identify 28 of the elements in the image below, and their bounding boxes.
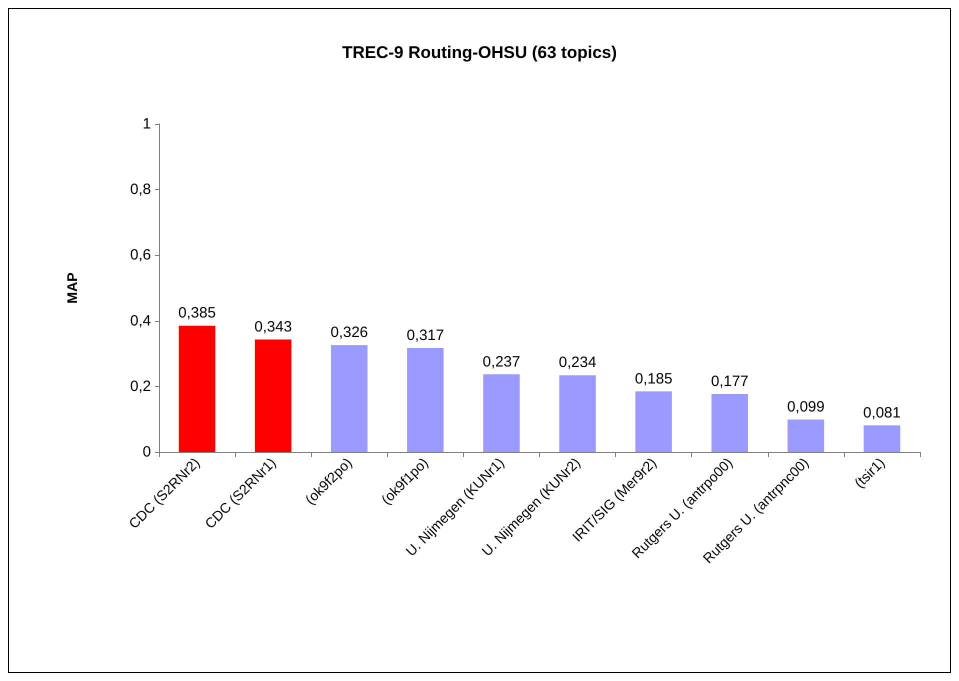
y-tick-label: 1	[142, 116, 151, 132]
bar	[483, 374, 520, 452]
data-label: 0,317	[406, 327, 444, 344]
data-label: 0,237	[482, 353, 520, 370]
y-tick-label: 0,4	[130, 312, 151, 330]
bar	[178, 326, 216, 452]
bar	[635, 391, 672, 452]
data-label: 0,343	[254, 318, 292, 336]
bar	[864, 425, 900, 452]
y-tick-label: 0,6	[130, 246, 151, 264]
y-tick-label: 0,2	[130, 378, 151, 395]
y-tick-label: 0	[142, 444, 151, 460]
bar	[407, 348, 444, 452]
bar	[559, 375, 596, 452]
bar	[711, 394, 748, 452]
bar	[254, 339, 292, 452]
data-label: 0,234	[558, 354, 596, 372]
data-label: 0,385	[178, 304, 216, 322]
bar	[330, 345, 368, 452]
y-axis-title: MAP	[64, 272, 80, 304]
bar	[788, 420, 824, 452]
chart-title: TREC-9 Routing-OHSU (63 topics)	[342, 43, 617, 62]
data-label: 0,081	[863, 404, 901, 422]
data-label: 0,177	[710, 372, 749, 390]
data-label: 0,099	[787, 398, 825, 416]
y-tick-label: 0,8	[130, 181, 151, 198]
data-label: 0,185	[634, 370, 672, 388]
data-label: 0,326	[330, 324, 368, 342]
